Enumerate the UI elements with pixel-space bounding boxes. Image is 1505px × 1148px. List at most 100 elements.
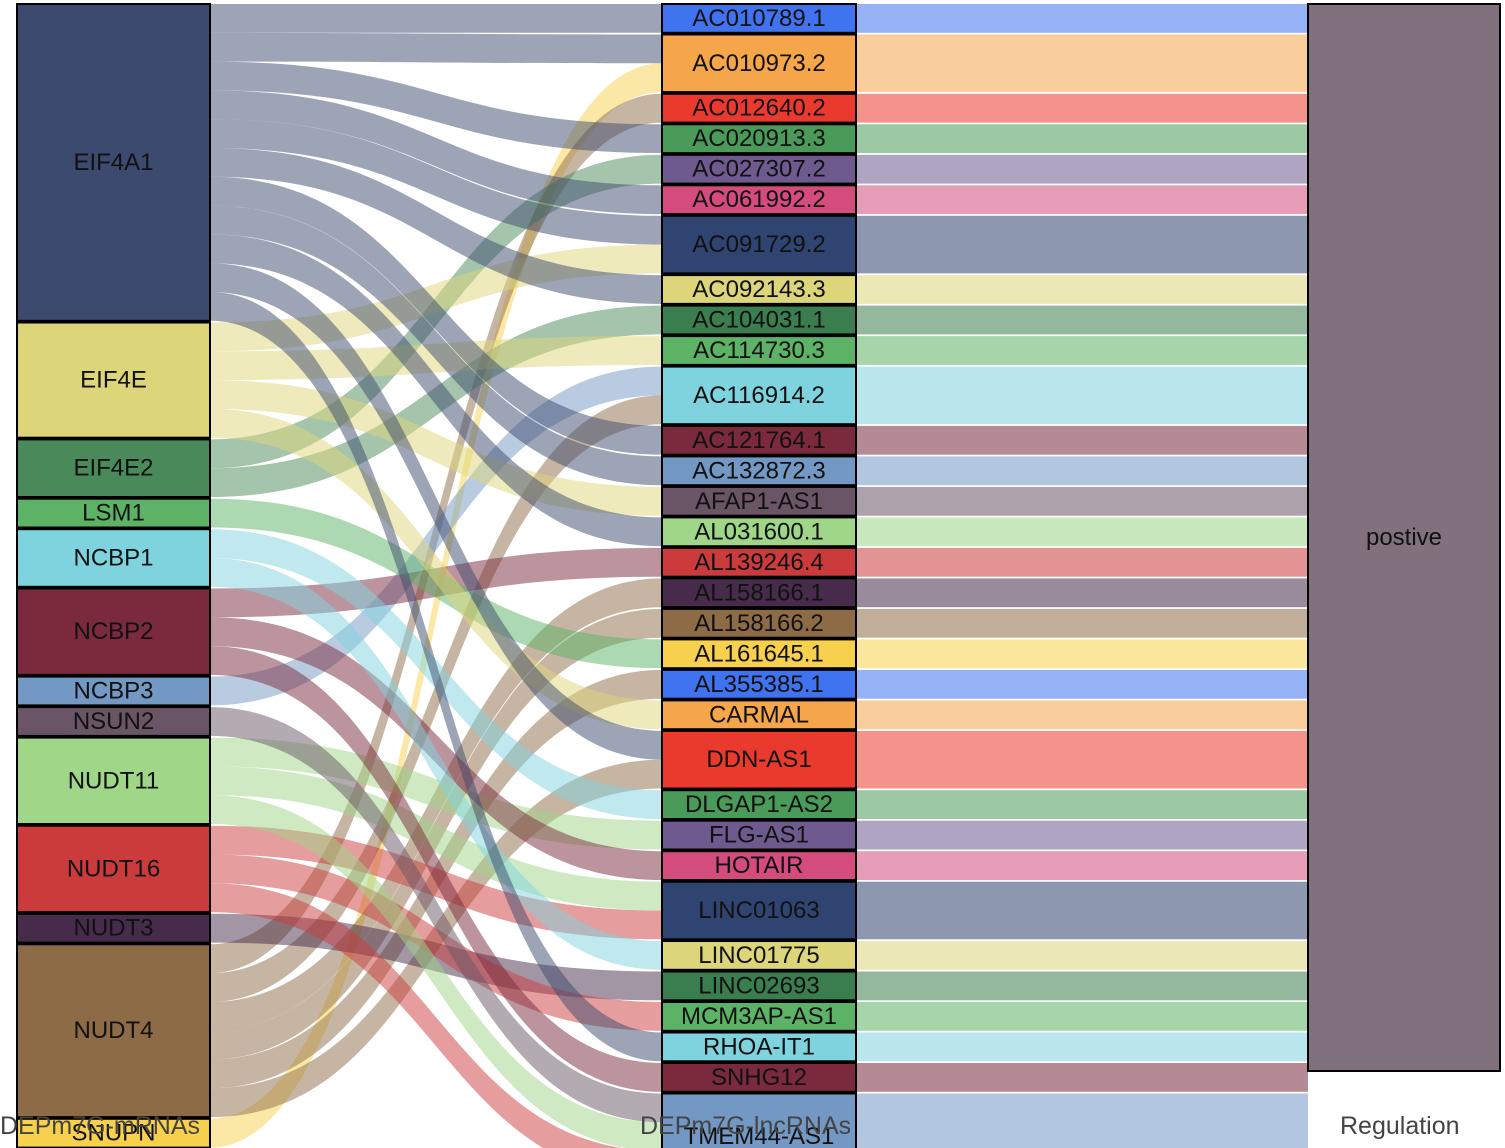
flow-snhg12-to-regulation	[856, 1063, 1308, 1092]
node-lncrna-mcm3ap-as1-box	[661, 1001, 857, 1032]
node-lncrna-ac027307-2-box	[661, 153, 857, 185]
node-lncrna-ac061992-2: AC061992.2	[661, 184, 857, 216]
node-lncrna-al355385-1: AL355385.1	[661, 668, 857, 700]
node-mrna-ncbp2-box	[16, 587, 211, 676]
node-lncrna-hotair: HOTAIR	[661, 850, 857, 882]
node-mrna-eif4e2-label: EIF4E2	[73, 455, 153, 482]
flow-al161645-1-to-regulation	[856, 639, 1308, 669]
node-lncrna-linc01775-box	[661, 940, 857, 971]
flow-ac061992-2-to-regulation	[856, 185, 1308, 215]
node-mrna-ncbp2-label: NCBP2	[73, 618, 153, 645]
node-lncrna-linc02693: LINC02693	[661, 970, 857, 1002]
node-mrna-lsm1-label: LSM1	[82, 500, 145, 527]
flow-nsun2-to-tmem44-as1	[210, 707, 662, 1123]
node-lncrna-ac132872-3-box	[661, 455, 857, 487]
node-lncrna-ac010789-1: AC010789.1	[661, 3, 857, 34]
node-lncrna-mcm3ap-as1: MCM3AP-AS1	[661, 1001, 857, 1032]
node-lncrna-al158166-1: AL158166.1	[661, 577, 857, 609]
node-mrna-ncbp3-box	[16, 675, 211, 707]
flow-ac092143-3-to-regulation	[856, 275, 1308, 304]
flow-carmal-to-regulation	[856, 700, 1308, 730]
node-lncrna-ac027307-2-label: AC027307.2	[692, 156, 825, 183]
node-lncrna-al031600-1-box	[661, 516, 857, 548]
node-lncrna-ac010789-1-box	[661, 3, 857, 34]
node-lncrna-flg-as1-box	[661, 819, 857, 851]
flow-hotair-to-regulation	[856, 851, 1308, 880]
node-mrna-nudt11: NUDT11	[16, 736, 211, 825]
flow-linc01775-to-regulation	[856, 941, 1308, 970]
node-lncrna-al158166-2: AL158166.2	[661, 607, 857, 639]
node-lncrna-linc01775: LINC01775	[661, 940, 857, 971]
node-lncrna-ac020913-3: AC020913.3	[661, 123, 857, 155]
node-lncrna-ddn-as1-label: DDN-AS1	[706, 746, 811, 773]
node-lncrna-mcm3ap-as1-label: MCM3AP-AS1	[681, 1003, 837, 1030]
node-lncrna-dlgap1-as2: DLGAP1-AS2	[661, 789, 857, 821]
axis-label-mrnas: DEPm7G-mRNAs	[0, 1112, 201, 1140]
flow-al031600-1-to-regulation	[856, 517, 1308, 547]
flow-ac116914-2-to-regulation	[856, 366, 1308, 425]
node-mrna-lsm1: LSM1	[16, 497, 211, 529]
flow-eif4e-to-afap1-as1	[210, 380, 662, 516]
node-mrna-nudt4-box	[16, 943, 211, 1119]
flow-eif4a1-to-ac010973-2	[210, 32, 662, 64]
node-lncrna-ac114730-3: AC114730.3	[661, 335, 857, 366]
node-lncrna-ac010973-2-box	[661, 33, 857, 94]
node-lncrna-dlgap1-as2-label: DLGAP1-AS2	[685, 791, 833, 818]
node-lncrna-linc01063-label: LINC01063	[698, 897, 819, 924]
node-lncrna-ac012640-2: AC012640.2	[661, 92, 857, 124]
node-mrna-nsun2-label: NSUN2	[73, 708, 154, 735]
node-lncrna-ac104031-1-label: AC104031.1	[692, 307, 825, 334]
flow-nudt11-to-tmem44-as1	[210, 795, 662, 1148]
flow-ac121764-1-to-regulation	[856, 425, 1308, 455]
node-lncrna-ac010789-1-label: AC010789.1	[692, 5, 825, 32]
flow-afap1-as1-to-regulation	[856, 486, 1308, 516]
flow-ncbp1-to-linc01775	[210, 558, 662, 970]
node-mrna-ncbp1-box	[16, 528, 211, 588]
flow-ac104031-1-to-regulation	[856, 305, 1308, 335]
node-lncrna-al158166-1-box	[661, 577, 857, 609]
flow-snupn-to-ac010973-2	[210, 63, 662, 1148]
flow-ac114730-3-to-regulation	[856, 336, 1308, 365]
flow-al139246-4-to-regulation	[856, 547, 1308, 577]
flow-eif4a1-to-rhoa-it1	[210, 292, 662, 1062]
node-lncrna-rhoa-it1-label: RHOA-IT1	[703, 1033, 815, 1060]
flow-ac132872-3-to-regulation	[856, 456, 1308, 486]
flow-ddn-as1-to-regulation	[856, 730, 1308, 789]
node-mrna-lsm1-box	[16, 497, 211, 529]
node-mrna-nudt16: NUDT16	[16, 824, 211, 914]
flow-linc01063-to-regulation	[856, 881, 1308, 940]
flows-layer	[210, 4, 1308, 1148]
node-lncrna-al355385-1-box	[661, 668, 857, 700]
flow-eif4a1-to-ac132872-3	[210, 205, 662, 486]
node-lncrna-ac091729-2-label: AC091729.2	[692, 231, 825, 258]
node-lncrna-ac010973-2-label: AC010973.2	[692, 50, 825, 77]
node-lncrna-afap1-as1-label: AFAP1-AS1	[695, 488, 823, 515]
node-mrna-nudt4: NUDT4	[16, 943, 211, 1119]
node-lncrna-al161645-1-label: AL161645.1	[694, 640, 823, 667]
node-lncrna-al139246-4-box	[661, 546, 857, 578]
node-lncrna-ac091729-2-box	[661, 214, 857, 275]
flow-ncbp2-to-snhg12	[210, 646, 662, 1092]
node-lncrna-ac092143-3-box	[661, 274, 857, 305]
node-lncrna-ac020913-3-label: AC020913.3	[692, 125, 825, 152]
flow-tmem44-as1-to-regulation	[856, 1093, 1308, 1148]
node-lncrna-hotair-label: HOTAIR	[715, 852, 804, 879]
node-lncrna-snhg12-box	[661, 1062, 857, 1093]
node-lncrna-ac132872-3-label: AC132872.3	[692, 457, 825, 484]
node-lncrna-ac121764-1-label: AC121764.1	[692, 427, 825, 454]
node-lncrna-rhoa-it1: RHOA-IT1	[661, 1031, 857, 1063]
node-regulation-postive-box	[1307, 3, 1501, 1072]
node-lncrna-al355385-1-label: AL355385.1	[694, 671, 823, 698]
node-lncrna-linc01063-box	[661, 880, 857, 941]
flow-nudt16-to-mcm3ap-as1	[210, 854, 662, 1031]
node-mrna-eif4a1-box	[16, 3, 211, 322]
node-mrna-nudt4-label: NUDT4	[73, 1017, 153, 1044]
node-mrna-nudt3: NUDT3	[16, 912, 211, 944]
node-regulation-postive: postive	[1307, 3, 1501, 1072]
node-lncrna-ac061992-2-label: AC061992.2	[692, 186, 825, 213]
node-mrna-ncbp1: NCBP1	[16, 528, 211, 588]
flow-dlgap1-as2-to-regulation	[856, 790, 1308, 819]
node-mrna-ncbp3-label: NCBP3	[73, 678, 153, 705]
axis-label-regulation: Regulation	[1340, 1112, 1460, 1140]
node-lncrna-al031600-1-label: AL031600.1	[694, 518, 823, 545]
